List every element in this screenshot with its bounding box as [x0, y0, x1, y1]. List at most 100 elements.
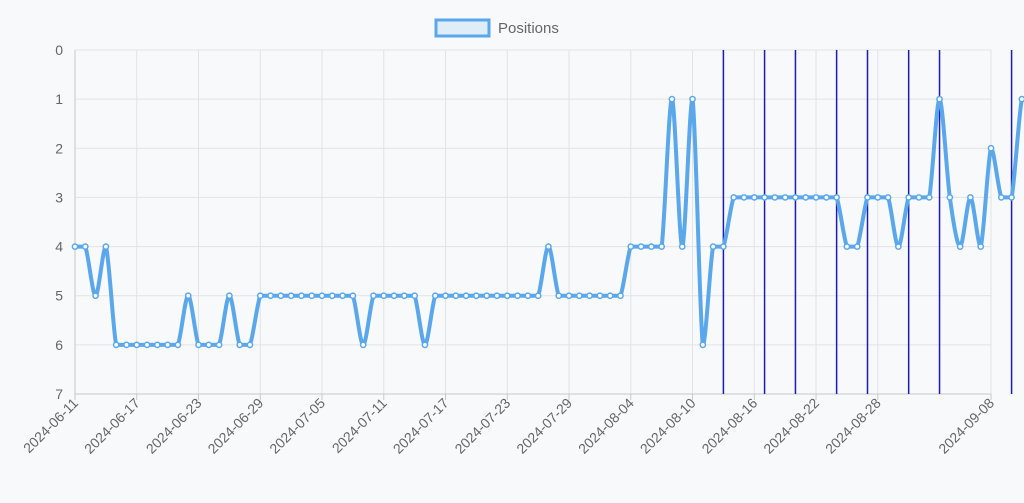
legend-swatch [434, 18, 491, 38]
data-point[interactable] [555, 292, 563, 300]
data-point[interactable] [740, 194, 748, 201]
data-point[interactable] [545, 243, 552, 250]
data-point[interactable] [339, 292, 346, 300]
data-point[interactable] [236, 341, 244, 349]
data-point[interactable] [287, 292, 295, 300]
data-point[interactable] [380, 292, 388, 300]
data-point[interactable] [812, 194, 820, 201]
data-point[interactable] [699, 341, 707, 349]
data-point[interactable] [905, 194, 913, 201]
data-point[interactable] [967, 194, 974, 201]
data-point[interactable] [575, 292, 583, 300]
data-point[interactable] [298, 292, 305, 300]
data-point[interactable] [267, 292, 274, 300]
legend[interactable]: Positions [434, 18, 559, 38]
data-point[interactable] [452, 292, 460, 300]
data-point[interactable] [370, 292, 377, 300]
data-point[interactable] [400, 292, 408, 300]
data-point[interactable] [205, 341, 213, 349]
data-point[interactable] [956, 243, 964, 250]
data-point[interactable] [658, 243, 666, 250]
data-point[interactable] [565, 292, 573, 300]
data-point[interactable] [534, 292, 542, 300]
data-point[interactable] [246, 341, 254, 349]
data-point[interactable] [720, 243, 727, 250]
data-point[interactable] [864, 194, 871, 201]
data-point[interactable] [308, 292, 316, 300]
data-point[interactable] [1008, 194, 1015, 201]
data-point[interactable] [987, 144, 995, 152]
data-point[interactable] [318, 292, 326, 300]
data-point[interactable] [226, 292, 233, 300]
data-point[interactable] [771, 194, 779, 201]
data-point[interactable] [761, 194, 768, 201]
data-point[interactable] [1018, 95, 1024, 103]
data-point[interactable] [946, 194, 954, 201]
series-line [73, 97, 1024, 347]
data-point[interactable] [442, 292, 449, 300]
data-point[interactable] [421, 341, 429, 349]
data-point[interactable] [606, 292, 614, 300]
data-point[interactable] [895, 243, 902, 250]
data-point[interactable] [627, 243, 635, 250]
data-point[interactable] [843, 243, 851, 250]
data-point[interactable] [390, 292, 398, 300]
data-point[interactable] [822, 194, 830, 201]
data-point[interactable] [123, 341, 130, 349]
data-point[interactable] [853, 243, 861, 250]
data-point[interactable] [503, 292, 511, 300]
data-point[interactable] [277, 292, 285, 300]
x-tick-label: 2024-06-29 [204, 395, 266, 457]
data-point[interactable] [195, 341, 202, 349]
data-point[interactable] [833, 194, 840, 201]
data-point[interactable] [431, 292, 439, 300]
data-point[interactable] [514, 292, 521, 300]
data-point[interactable] [473, 292, 480, 300]
data-point[interactable] [596, 292, 604, 300]
data-point[interactable] [164, 341, 171, 349]
data-point[interactable] [215, 341, 223, 349]
data-point[interactable] [184, 292, 192, 300]
data-point[interactable] [411, 292, 418, 300]
data-point[interactable] [586, 292, 593, 300]
data-point[interactable] [524, 292, 532, 300]
data-point[interactable] [256, 292, 264, 300]
data-point[interactable] [997, 194, 1005, 201]
data-point[interactable] [349, 292, 357, 300]
data-point[interactable] [637, 243, 645, 250]
data-point[interactable] [71, 243, 79, 250]
data-point[interactable] [133, 341, 141, 349]
data-point[interactable] [112, 341, 120, 349]
data-point[interactable] [709, 243, 717, 250]
data-point[interactable] [730, 194, 738, 201]
data-point[interactable] [874, 194, 882, 201]
data-point[interactable] [617, 292, 624, 300]
data-point[interactable] [359, 341, 367, 349]
data-point[interactable] [802, 194, 810, 201]
data-point[interactable] [153, 341, 161, 349]
data-point[interactable] [936, 95, 943, 103]
data-point[interactable] [781, 194, 789, 201]
data-point[interactable] [102, 243, 110, 250]
data-point[interactable] [143, 341, 151, 349]
data-point[interactable] [884, 194, 892, 201]
data-point[interactable] [750, 194, 758, 201]
data-point[interactable] [689, 95, 696, 103]
data-point[interactable] [483, 292, 491, 300]
data-point[interactable] [915, 194, 923, 201]
data-point[interactable] [92, 292, 99, 300]
data-point[interactable] [668, 95, 676, 103]
data-point[interactable] [81, 243, 89, 250]
data-point[interactable] [678, 243, 686, 250]
data-point[interactable] [977, 243, 985, 250]
data-point[interactable] [792, 194, 799, 201]
x-tick-label: 2024-07-29 [513, 395, 575, 457]
data-point[interactable] [462, 292, 470, 300]
data-point[interactable] [328, 292, 336, 300]
data-point[interactable] [174, 341, 182, 349]
y-tick-label: 0 [55, 42, 63, 58]
data-point[interactable] [493, 292, 501, 300]
data-point[interactable] [925, 194, 933, 201]
data-point[interactable] [648, 243, 655, 250]
